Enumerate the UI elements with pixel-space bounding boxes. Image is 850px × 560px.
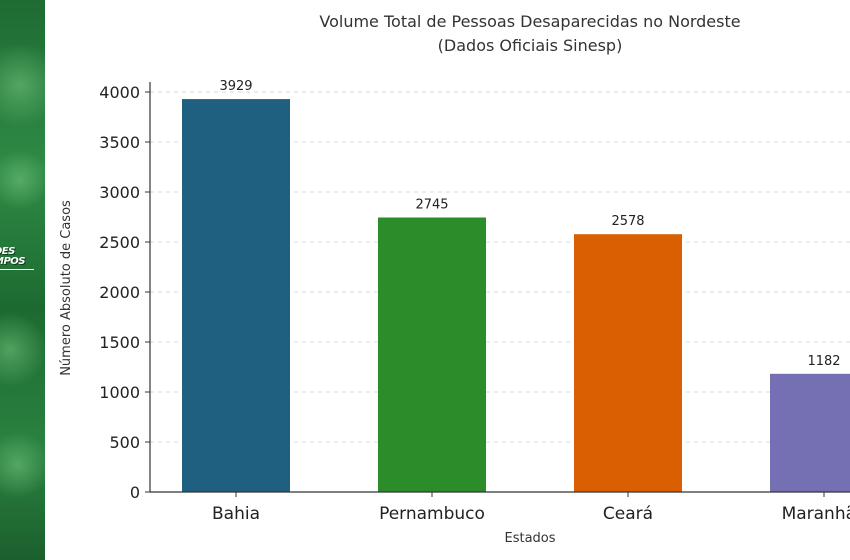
bar-0 bbox=[182, 99, 290, 492]
x-axis-label: Estados bbox=[504, 531, 555, 546]
chart-subtitle: (Dados Oficiais Sinesp) bbox=[438, 36, 623, 55]
y-tick-label: 2500 bbox=[99, 233, 140, 252]
y-tick-label: 500 bbox=[109, 433, 140, 452]
data-label: 2745 bbox=[415, 198, 448, 213]
y-tick-label: 0 bbox=[130, 483, 140, 502]
logo-line-2: MPOS bbox=[0, 256, 25, 267]
bar-3 bbox=[770, 373, 850, 492]
bar-2 bbox=[574, 234, 682, 492]
x-axis: Bahia Pernambuco Ceará Maranhão bbox=[150, 491, 850, 524]
y-tick-label: 4000 bbox=[99, 83, 140, 102]
y-tick-label: 1500 bbox=[99, 333, 140, 352]
data-label: 3929 bbox=[219, 79, 252, 94]
y-tick-label: 2000 bbox=[99, 283, 140, 302]
y-tick-label: 3000 bbox=[99, 183, 140, 202]
logo-line-1: DES bbox=[0, 246, 15, 257]
x-tick-label: Pernambuco bbox=[379, 504, 485, 524]
data-label: 1182 bbox=[807, 354, 840, 369]
y-tick-label: 1000 bbox=[99, 383, 140, 402]
chart-title: Volume Total de Pessoas Desaparecidas no… bbox=[319, 12, 740, 31]
y-axis: 0 500 1000 1500 2000 2500 3000 3500 4000 bbox=[99, 82, 151, 502]
bar-chart: Volume Total de Pessoas Desaparecidas no… bbox=[59, 12, 850, 546]
y-tick-label: 3500 bbox=[99, 133, 140, 152]
x-tick-label: Bahia bbox=[212, 504, 260, 524]
x-tick-label: Maranhão bbox=[782, 504, 850, 524]
data-label: 2578 bbox=[611, 214, 644, 229]
bar-1 bbox=[378, 217, 486, 492]
bars: 3929 2745 2578 1182 bbox=[182, 79, 850, 492]
x-tick-label: Ceará bbox=[603, 504, 653, 524]
y-axis-label: Número Absoluto de Casos bbox=[59, 200, 74, 376]
left-side-panel: DES MPOS bbox=[0, 0, 45, 560]
site-logo: DES MPOS bbox=[0, 247, 44, 273]
